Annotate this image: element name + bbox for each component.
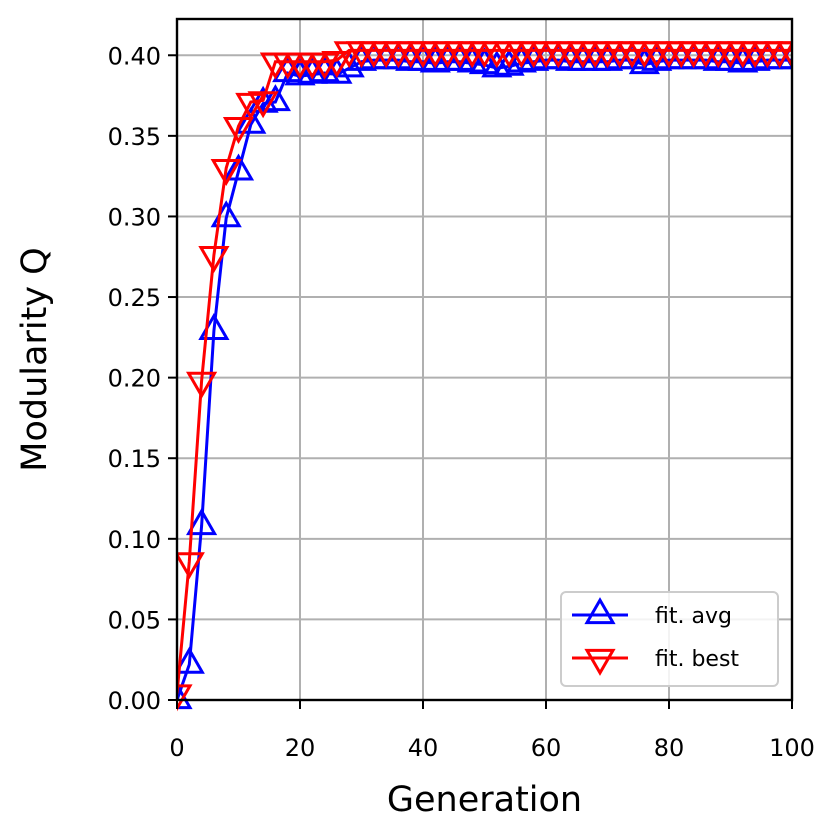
legend-marker xyxy=(584,648,616,676)
data-point-marker xyxy=(177,646,205,674)
y-tick-label: 0.35 xyxy=(108,123,161,151)
data-point-marker xyxy=(177,552,205,580)
x-axis-label: Generation xyxy=(387,780,582,820)
y-tick-label: 0.05 xyxy=(108,606,161,634)
data-point-marker xyxy=(222,117,255,145)
y-tick-label: 0.20 xyxy=(108,365,161,393)
data-point-marker xyxy=(628,47,660,75)
legend-marker xyxy=(584,597,616,625)
y-tick-label: 0.30 xyxy=(108,203,161,231)
data-point-marker xyxy=(177,684,193,712)
y-tick-label: 0.00 xyxy=(108,687,161,715)
data-point-marker xyxy=(186,371,218,399)
data-point-marker xyxy=(321,50,353,78)
x-tick-label: 0 xyxy=(169,734,184,762)
data-point-marker xyxy=(222,153,255,181)
data-point-marker xyxy=(198,245,230,273)
x-tick-label: 20 xyxy=(285,734,316,762)
y-tick-label: 0.10 xyxy=(108,526,161,554)
data-point-marker xyxy=(247,91,279,119)
y-tick-label: 0.15 xyxy=(108,445,161,473)
y-axis-label: Modularity Q xyxy=(15,247,55,471)
y-tick-label: 0.25 xyxy=(108,284,161,312)
x-tick-label: 40 xyxy=(408,734,439,762)
legend-label: fit. best xyxy=(655,647,739,672)
data-point-marker xyxy=(235,92,267,120)
axis-ticks: 0 20 40 60 80 100 0.00 0.05 0.10 0.15 0.20 0.25 0.30… xyxy=(108,42,815,762)
y-tick-label: 0.40 xyxy=(108,42,161,70)
series-fit-best xyxy=(177,41,793,712)
data-point-marker xyxy=(210,158,242,186)
data-point-marker xyxy=(493,48,525,76)
series-layer xyxy=(177,41,793,712)
legend-label: fit. avg xyxy=(655,604,732,629)
plot-frame xyxy=(175,17,794,702)
legend: fit. avg fit. best xyxy=(560,591,779,687)
data-point-marker xyxy=(321,56,353,84)
x-tick-label: 60 xyxy=(531,734,562,762)
data-point-marker xyxy=(235,106,267,134)
x-tick-label: 80 xyxy=(654,734,685,762)
x-tick-label: 100 xyxy=(769,734,815,762)
data-point-marker xyxy=(259,84,291,112)
data-point-marker xyxy=(186,508,218,536)
